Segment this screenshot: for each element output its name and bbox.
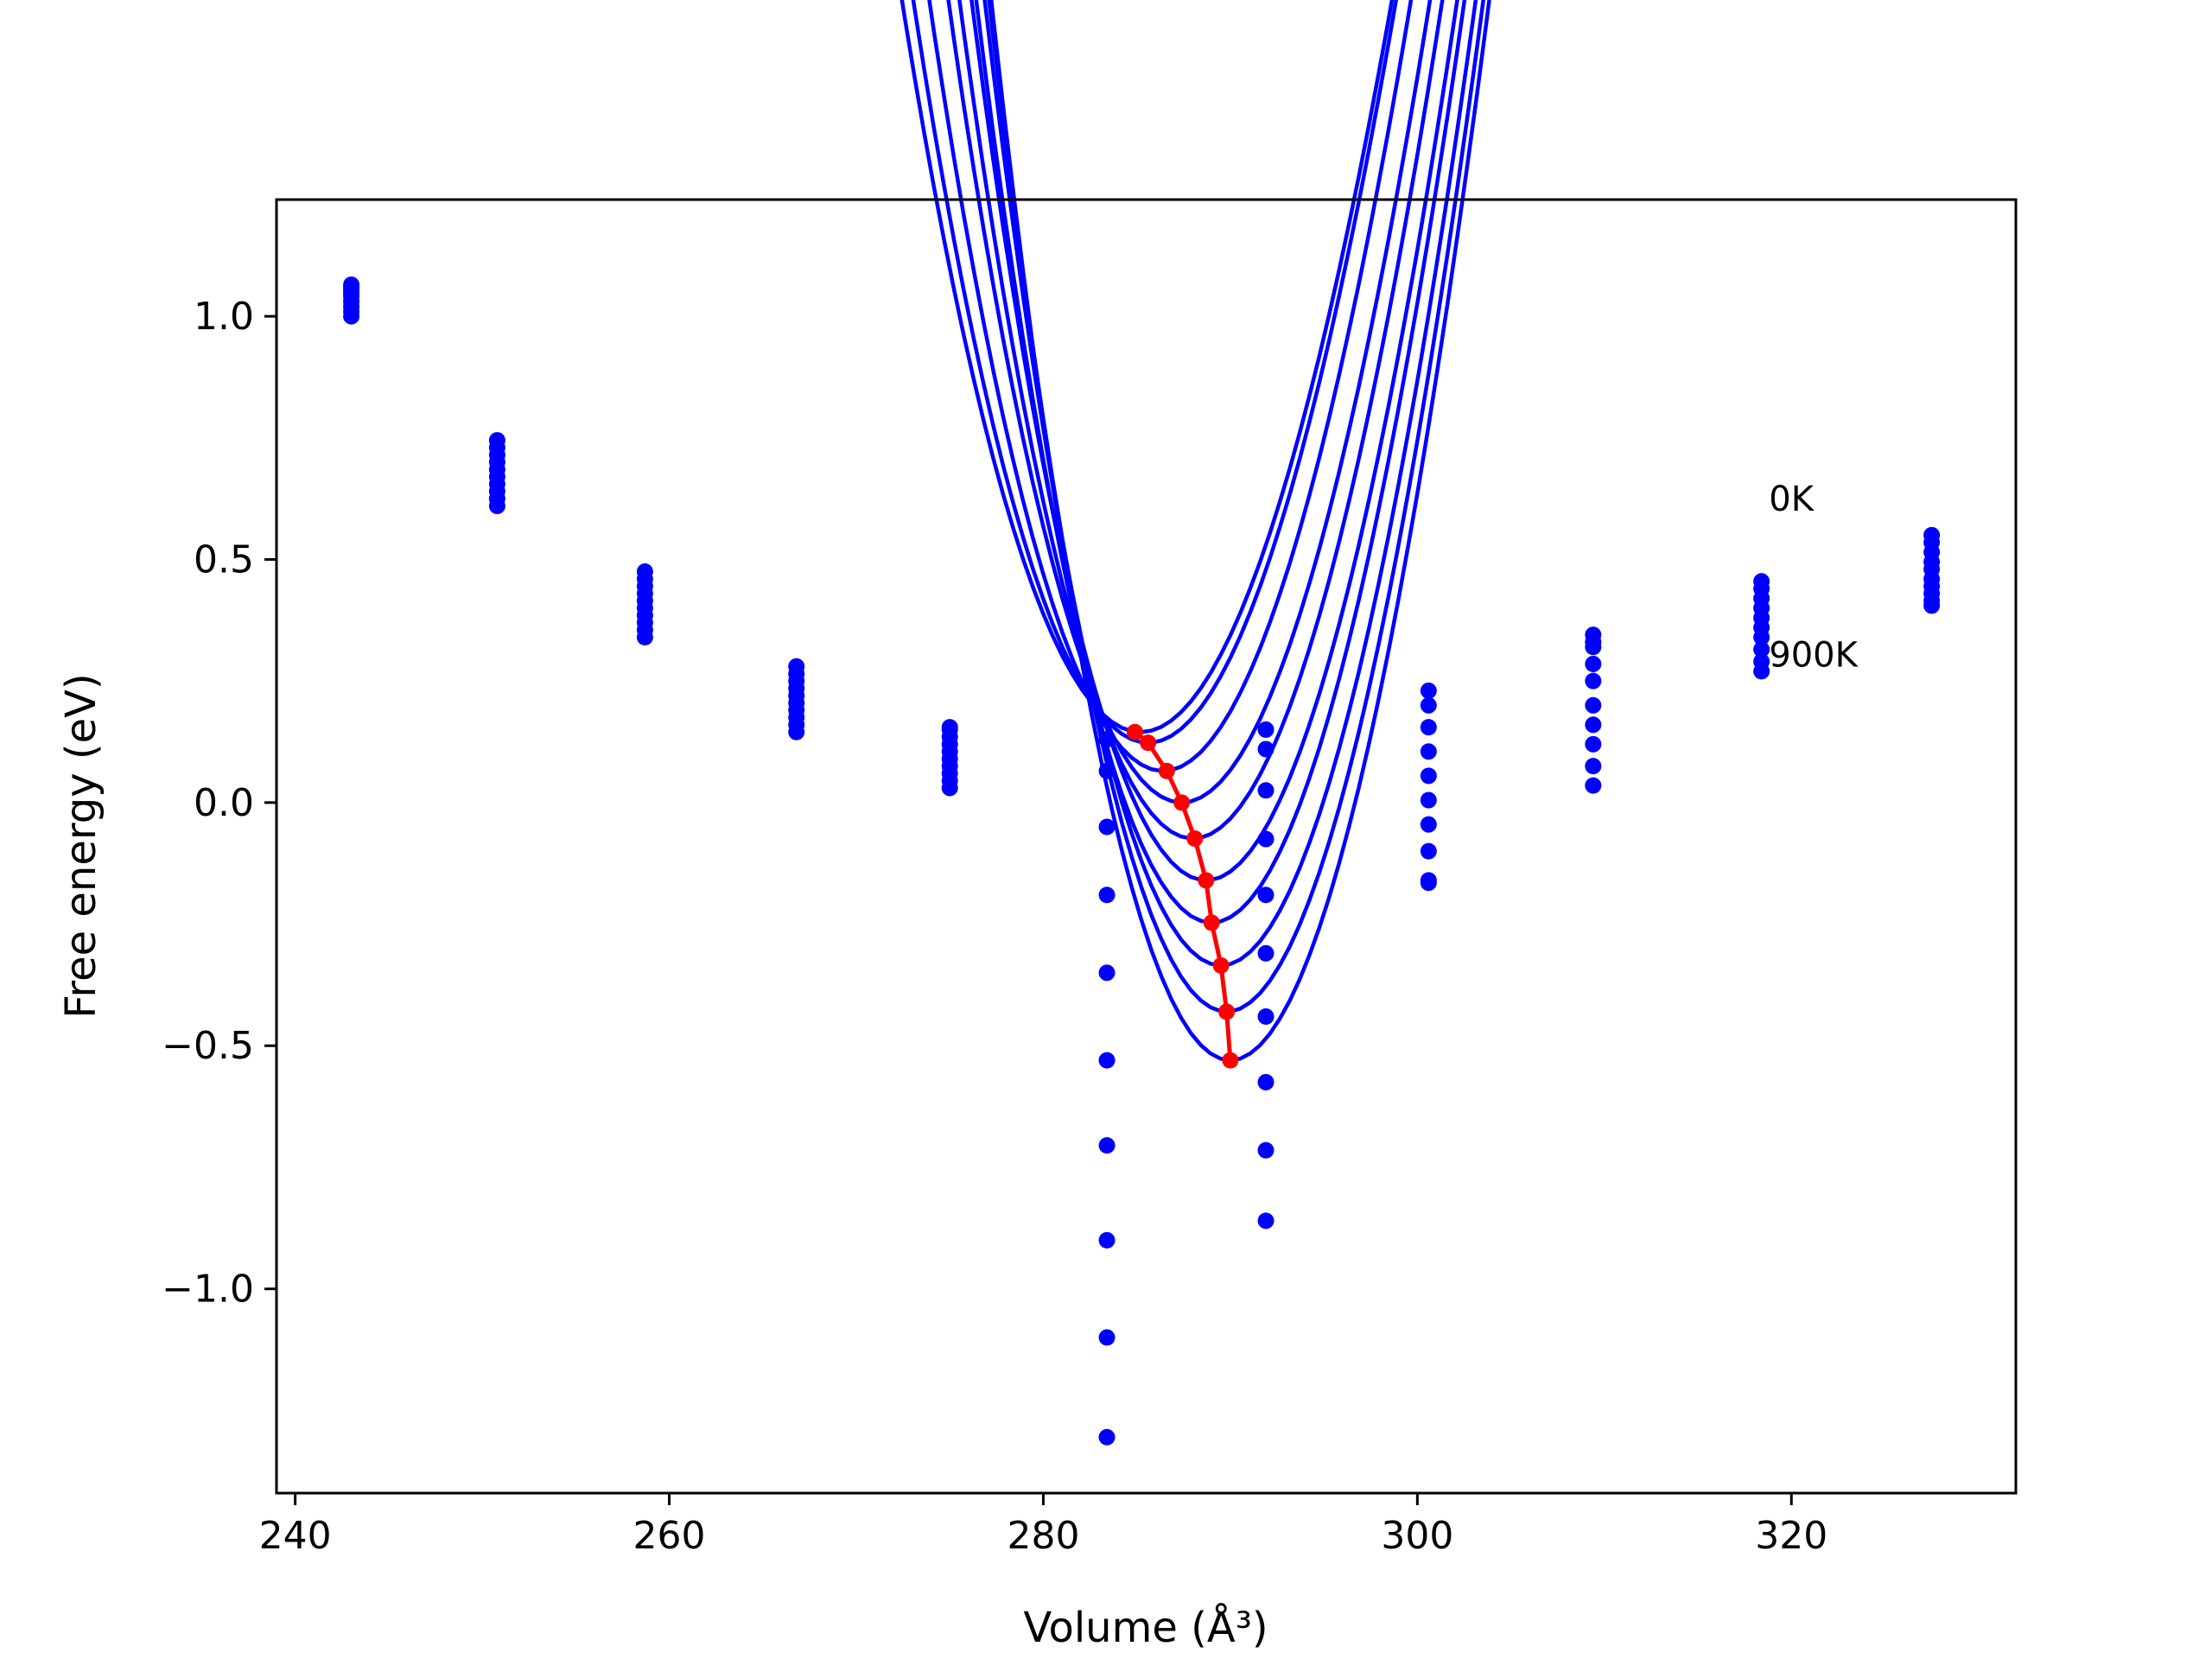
x-tick-label: 280 bbox=[1007, 1514, 1079, 1558]
data-point bbox=[1257, 1141, 1274, 1159]
data-point bbox=[1585, 758, 1602, 775]
minimum-point bbox=[1212, 957, 1230, 974]
data-point bbox=[1923, 597, 1941, 614]
data-point bbox=[1753, 663, 1770, 680]
data-point bbox=[1753, 629, 1770, 646]
data-point bbox=[1257, 944, 1274, 962]
y-tick-label: −0.5 bbox=[162, 1024, 254, 1068]
data-point bbox=[1098, 818, 1116, 836]
y-axis-label: Free energy (eV) bbox=[57, 673, 105, 1018]
minimum-point bbox=[1218, 1003, 1236, 1020]
data-point bbox=[1257, 741, 1274, 758]
data-point bbox=[1257, 1073, 1274, 1090]
data-point bbox=[1257, 830, 1274, 848]
x-tick-label: 320 bbox=[1755, 1514, 1827, 1558]
x-tick-label: 300 bbox=[1381, 1514, 1453, 1558]
data-point bbox=[1420, 816, 1437, 833]
data-point bbox=[1257, 782, 1274, 799]
data-point bbox=[1257, 887, 1274, 904]
data-point bbox=[1257, 1212, 1274, 1230]
fit-curve-300K bbox=[946, 0, 1433, 805]
data-point bbox=[1098, 1329, 1116, 1346]
data-point bbox=[1420, 791, 1437, 809]
minimum-point bbox=[1140, 734, 1157, 752]
data-point bbox=[1098, 1231, 1116, 1249]
fit-curve-900K bbox=[989, 0, 1491, 1063]
x-axis-label: Volume (Å³) bbox=[1023, 1603, 1268, 1652]
y-axis-ticks: −1.0 −0.5 0.0 0.5 1.0 bbox=[162, 295, 276, 1312]
data-point bbox=[1585, 696, 1602, 714]
y-tick-label: 0.5 bbox=[194, 537, 254, 582]
data-point bbox=[1585, 716, 1602, 734]
data-point bbox=[1098, 964, 1116, 982]
data-point bbox=[1098, 1428, 1116, 1446]
data-point bbox=[1098, 731, 1116, 748]
data-point bbox=[636, 563, 653, 581]
fit-curve-400K bbox=[957, 0, 1445, 841]
y-tick-label: 0.0 bbox=[194, 781, 254, 825]
data-point bbox=[1585, 655, 1602, 672]
minima-line-path bbox=[1133, 730, 1233, 1061]
minimum-point bbox=[1198, 872, 1215, 889]
fit-curve-500K bbox=[969, 0, 1459, 882]
data-point bbox=[1420, 874, 1437, 892]
minimum-point bbox=[1222, 1052, 1239, 1069]
data-point bbox=[343, 276, 360, 293]
minima-line bbox=[1127, 723, 1239, 1069]
data-point bbox=[1420, 682, 1437, 699]
data-point bbox=[941, 719, 958, 736]
fit-curve-200K bbox=[927, 0, 1414, 773]
data-point bbox=[1098, 762, 1116, 779]
data-point bbox=[1753, 641, 1770, 658]
data-point bbox=[1585, 777, 1602, 794]
y-tick-label: −1.0 bbox=[162, 1268, 254, 1312]
data-point bbox=[1585, 633, 1602, 651]
minimum-point bbox=[1173, 794, 1191, 811]
x-axis-ticks: 240 260 280 300 320 bbox=[259, 1493, 1827, 1558]
annotation-label: 0K bbox=[1769, 480, 1815, 519]
x-tick-label: 240 bbox=[259, 1514, 332, 1558]
minimum-point bbox=[1186, 830, 1204, 847]
fit-curve-600K bbox=[974, 0, 1467, 925]
data-point bbox=[488, 432, 505, 449]
data-point bbox=[1257, 1007, 1274, 1025]
data-point bbox=[788, 658, 805, 675]
data-point bbox=[1257, 721, 1274, 738]
fit-curve-700K bbox=[982, 0, 1478, 968]
annotation-label: 900K bbox=[1769, 635, 1859, 675]
minimum-point bbox=[1158, 762, 1175, 779]
fit-curve-800K bbox=[987, 0, 1485, 1014]
data-point bbox=[1420, 842, 1437, 860]
data-point bbox=[1420, 743, 1437, 760]
y-tick-label: 1.0 bbox=[194, 295, 254, 339]
data-point bbox=[1420, 719, 1437, 736]
data-point bbox=[1098, 1137, 1116, 1154]
data-point bbox=[1098, 1052, 1116, 1069]
x-tick-label: 260 bbox=[633, 1514, 706, 1558]
minimum-point bbox=[1127, 723, 1144, 741]
data-point bbox=[1585, 735, 1602, 753]
plot-frame bbox=[275, 198, 2018, 1495]
data-point bbox=[1585, 672, 1602, 690]
annotations: 0K 900K bbox=[1769, 480, 1859, 675]
minimum-point bbox=[1203, 914, 1220, 931]
data-point bbox=[1420, 696, 1437, 714]
data-points bbox=[343, 276, 1941, 1446]
data-point bbox=[1420, 767, 1437, 785]
data-point bbox=[1098, 887, 1116, 904]
